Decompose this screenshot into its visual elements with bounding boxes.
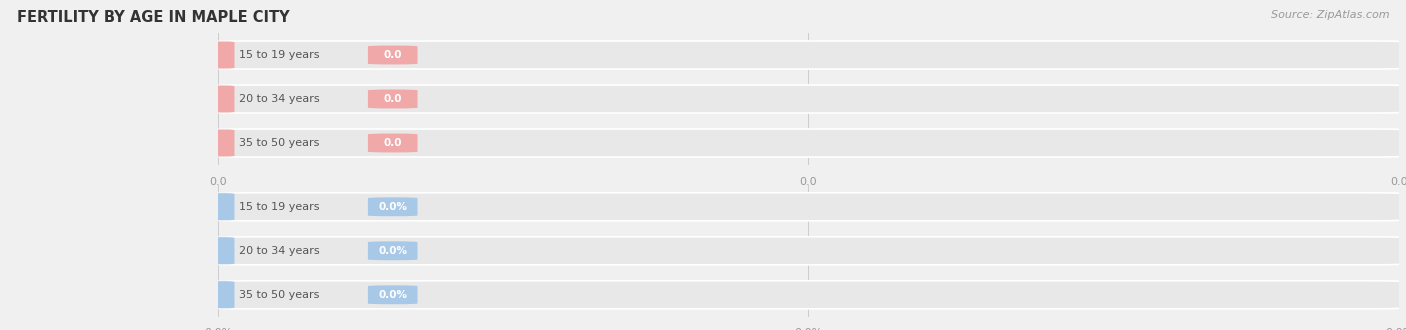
Text: 0.0%: 0.0%	[204, 328, 232, 330]
FancyBboxPatch shape	[368, 241, 418, 260]
Text: 35 to 50 years: 35 to 50 years	[239, 138, 319, 148]
FancyBboxPatch shape	[208, 281, 1406, 309]
Text: 35 to 50 years: 35 to 50 years	[239, 290, 319, 300]
Text: 0.0: 0.0	[209, 177, 226, 186]
Text: 0.0%: 0.0%	[378, 202, 408, 212]
Text: 0.0: 0.0	[384, 50, 402, 60]
FancyBboxPatch shape	[208, 41, 1406, 69]
Text: 0.0: 0.0	[384, 138, 402, 148]
FancyBboxPatch shape	[368, 197, 418, 216]
FancyBboxPatch shape	[368, 285, 418, 304]
Text: 20 to 34 years: 20 to 34 years	[239, 94, 319, 104]
FancyBboxPatch shape	[205, 41, 240, 69]
FancyBboxPatch shape	[205, 237, 240, 265]
Text: 0.0%: 0.0%	[378, 246, 408, 256]
Text: Source: ZipAtlas.com: Source: ZipAtlas.com	[1271, 10, 1389, 20]
FancyBboxPatch shape	[208, 129, 1406, 157]
Text: 0.0%: 0.0%	[378, 290, 408, 300]
FancyBboxPatch shape	[368, 46, 418, 64]
FancyBboxPatch shape	[368, 134, 418, 152]
FancyBboxPatch shape	[205, 281, 240, 309]
Text: FERTILITY BY AGE IN MAPLE CITY: FERTILITY BY AGE IN MAPLE CITY	[17, 10, 290, 25]
Text: 0.0%: 0.0%	[794, 328, 823, 330]
Text: 15 to 19 years: 15 to 19 years	[239, 50, 319, 60]
Text: 0.0%: 0.0%	[1385, 328, 1406, 330]
Text: 15 to 19 years: 15 to 19 years	[239, 202, 319, 212]
FancyBboxPatch shape	[208, 85, 1406, 113]
Text: 0.0: 0.0	[384, 94, 402, 104]
Text: 0.0: 0.0	[800, 177, 817, 186]
FancyBboxPatch shape	[208, 193, 1406, 221]
FancyBboxPatch shape	[205, 85, 240, 113]
Text: 0.0: 0.0	[1391, 177, 1406, 186]
FancyBboxPatch shape	[205, 129, 240, 157]
FancyBboxPatch shape	[368, 89, 418, 109]
Text: 20 to 34 years: 20 to 34 years	[239, 246, 319, 256]
FancyBboxPatch shape	[208, 237, 1406, 265]
FancyBboxPatch shape	[205, 193, 240, 221]
